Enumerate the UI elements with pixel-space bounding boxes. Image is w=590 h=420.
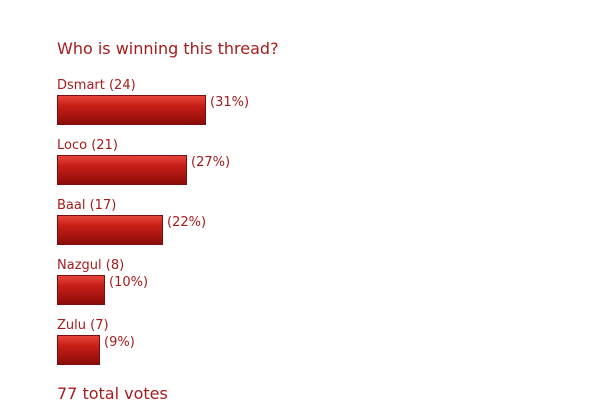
result-bar [57,95,206,125]
option-bar-row: (31%) [57,95,249,127]
poll-title: Who is winning this thread? [57,39,279,58]
total-votes: 77 total votes [57,384,168,403]
percent-label: (31%) [210,95,250,110]
option-label: Zulu (7) [57,318,109,333]
result-bar [57,275,105,305]
option-bar-row: (27%) [57,155,230,187]
result-bar [57,335,100,365]
poll-option-nazgul: Nazgul (8) (10%) [57,258,577,318]
percent-label: (10%) [109,275,149,290]
percent-label: (27%) [191,155,231,170]
option-label: Nazgul (8) [57,258,125,273]
option-bar-row: (9%) [57,335,135,367]
percent-label: (22%) [167,215,207,230]
poll-options: Dsmart (24) (31%) Loco (21) (27%) Baal (… [57,78,577,378]
option-label: Loco (21) [57,138,118,153]
option-label: Baal (17) [57,198,117,213]
percent-label: (9%) [104,335,135,350]
poll-option-dsmart: Dsmart (24) (31%) [57,78,577,138]
poll-option-zulu: Zulu (7) (9%) [57,318,577,378]
option-label: Dsmart (24) [57,78,136,93]
option-bar-row: (22%) [57,215,206,247]
poll-results: Who is winning this thread? Dsmart (24) … [57,38,577,403]
poll-option-loco: Loco (21) (27%) [57,138,577,198]
option-bar-row: (10%) [57,275,148,307]
result-bar [57,215,163,245]
poll-option-baal: Baal (17) (22%) [57,198,577,258]
result-bar [57,155,187,185]
